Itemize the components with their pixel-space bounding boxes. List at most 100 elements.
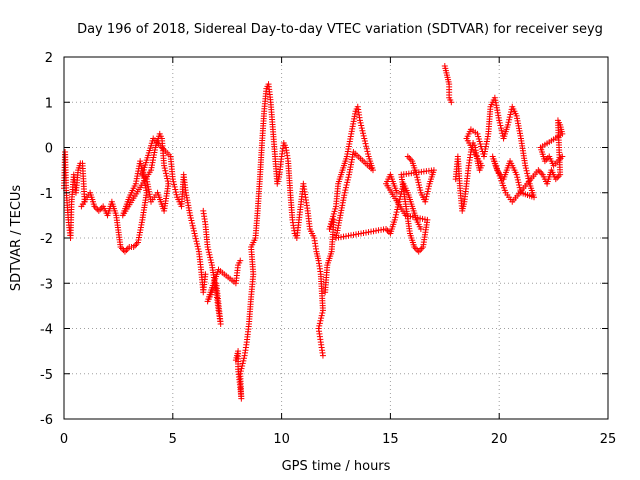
data-point-fill [365,150,372,157]
data-point-fill [423,193,430,200]
data-point [346,171,353,178]
data-point-fill [514,176,521,183]
x-tick-label: 0 [60,432,68,447]
y-tick-label: -3 [40,277,53,292]
data-point-fill [498,125,505,132]
data-point-fill [171,183,178,190]
data-point-fill [343,181,350,188]
data-point-fill [330,210,337,217]
data-point [319,352,326,359]
data-point-fill [327,223,334,230]
data-point-fill [506,114,513,121]
data-point [417,225,424,232]
data-point-fill [394,206,401,213]
data-point-fill [318,315,325,322]
data-point-fill [331,208,338,215]
data-point-fill [392,211,399,218]
data-point-fill [240,355,247,362]
data-point-fill [358,122,365,129]
data-point-fill [361,138,368,145]
data-point-fill [316,322,323,329]
data-point-fill [163,172,170,179]
data-point-fill [498,127,505,134]
data-point [448,99,455,106]
data-point-fill [192,233,199,240]
data-point-fill [188,217,195,224]
data-point [237,370,244,377]
data-point-fill [424,191,431,198]
y-tick-label: -1 [40,187,53,202]
data-point-fill [206,251,213,258]
data-point-fill [416,184,423,191]
data-point-fill [329,215,336,222]
data-point-fill [172,186,179,193]
data-point-fill [417,187,424,194]
data-point [474,130,481,137]
data-point [202,271,209,278]
x-tick-labels: 0 5 10 15 20 25 [60,432,616,447]
data-point-fill [318,312,325,319]
y-tick-label: -4 [40,323,53,338]
data-point-fill [392,214,399,221]
data-point-fill [396,196,403,203]
x-tick-label: 5 [169,432,177,447]
data-point-fill [173,191,180,198]
data-point [191,230,198,237]
data-point-fill [516,181,523,188]
data-point-fill [190,227,197,234]
y-tick-labels: -6 -5 -4 -3 -2 -1 0 1 2 [40,51,53,428]
data-point-fill [507,111,514,118]
data-point-fill [194,243,201,250]
data-point-fill [425,183,432,190]
data-point-fill [477,140,484,147]
data-point-fill [415,181,422,188]
data-point-fill [172,189,179,196]
data-point-fill [357,119,364,126]
data-point-fill [164,175,171,182]
data-point-fill [364,148,371,155]
data-point-fill [342,187,349,194]
data-point-fill [475,135,482,142]
data-point-fill [524,172,531,179]
data-point-fill [497,122,504,129]
y-tick-label: -6 [40,413,53,428]
data-point-fill [205,246,212,253]
data-points [61,63,566,402]
data-point-fill [363,143,370,150]
data-point-fill [171,181,178,188]
data-point-fill [328,218,335,225]
data-point-fill [496,119,503,126]
data-point-fill [316,320,323,327]
data-point-fill [344,176,351,183]
data-point-fill [164,178,171,185]
data-point [237,257,244,264]
data-point [522,162,529,169]
data-point-fill [239,362,246,369]
data-point-fill [238,365,245,372]
data-point-fill [205,249,212,256]
data-point-fill [506,116,513,123]
data-point-fill [414,174,421,181]
data-point [187,212,194,219]
data-point-fill [161,165,168,172]
data-point-fill [342,184,349,191]
data-point [356,117,363,124]
data-point-fill [414,176,421,183]
data-point-fill [358,125,365,132]
data-point [422,198,429,205]
data-point-fill [193,238,200,245]
data-point-fill [187,214,194,221]
data-point-fill [240,357,247,364]
data-point-fill [170,178,177,185]
data-point-fill [208,259,215,266]
data-point-fill [239,360,246,367]
data-point-fill [332,205,339,212]
data-point-fill [327,220,334,227]
data-point-fill [319,309,326,316]
data-point-fill [360,130,367,137]
x-tick-label: 15 [382,432,399,447]
chart-title: Day 196 of 2018, Sidereal Day-to-day VTE… [77,22,603,37]
data-point-fill [344,179,351,186]
